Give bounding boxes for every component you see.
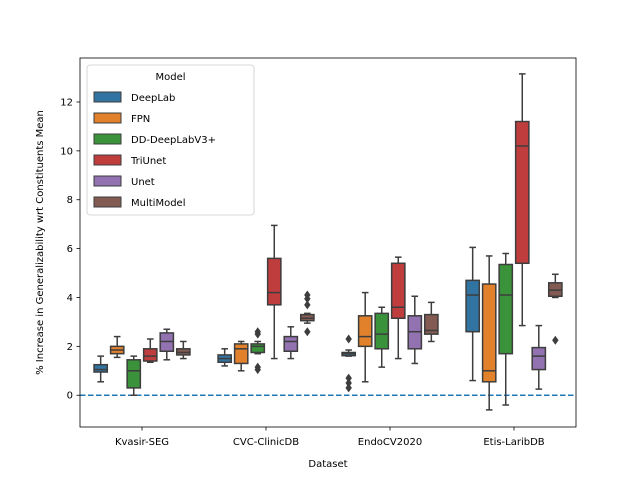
box-body bbox=[423, 313, 439, 335]
box-body bbox=[514, 120, 530, 265]
x-tick-label: Kvasir-SEG bbox=[115, 437, 169, 448]
box-deeplab bbox=[341, 334, 357, 393]
x-axis: Kvasir-SEG CVC-ClinicDB EndoCV2020 Etis-Lar… bbox=[115, 427, 545, 448]
box-body bbox=[374, 312, 390, 350]
box-dd-deeplabv3- bbox=[498, 252, 514, 406]
box-dd-deeplabv3- bbox=[126, 355, 142, 396]
legend-frame bbox=[86, 64, 255, 216]
legend: Model DeepLab FPN DD-DeepLabV3+ TriUnet Unet… bbox=[86, 64, 255, 216]
legend-swatch bbox=[93, 154, 122, 166]
outlier-point bbox=[254, 329, 261, 339]
box-unet bbox=[531, 324, 547, 390]
box-body bbox=[142, 348, 158, 362]
box-body bbox=[465, 279, 481, 333]
outlier-point bbox=[254, 365, 261, 375]
y-tick-label: 12 bbox=[60, 97, 73, 108]
legend-swatch bbox=[93, 196, 122, 208]
box-deeplab bbox=[465, 246, 481, 382]
box-fpn bbox=[357, 291, 373, 383]
x-tick-label: EndoCV2020 bbox=[358, 437, 422, 448]
box-body bbox=[233, 343, 249, 365]
x-axis-label: Dataset bbox=[308, 459, 347, 470]
box-body bbox=[250, 343, 266, 354]
outlier-point bbox=[304, 294, 311, 304]
legend-label: DeepLab bbox=[131, 93, 175, 104]
box-body bbox=[390, 262, 406, 320]
box-multimodel bbox=[299, 290, 315, 337]
outlier-point bbox=[345, 373, 352, 383]
legend-swatch bbox=[93, 175, 122, 187]
box-triunet bbox=[142, 338, 158, 363]
box-body bbox=[357, 315, 373, 348]
box-body bbox=[283, 335, 299, 352]
box-deeplab bbox=[217, 348, 233, 367]
x-tick-label: Etis-LaribDB bbox=[483, 437, 544, 448]
box-dd-deeplabv3- bbox=[250, 327, 266, 375]
box-body bbox=[93, 363, 109, 373]
legend-title: Model bbox=[155, 72, 185, 83]
box-multimodel bbox=[175, 340, 191, 360]
axes-frame bbox=[79, 57, 577, 428]
outlier-point bbox=[304, 300, 311, 310]
box-body bbox=[531, 346, 547, 371]
legend-label: FPN bbox=[131, 114, 150, 125]
box-body bbox=[481, 283, 497, 383]
y-tick-label: 4 bbox=[67, 293, 73, 304]
box-fpn bbox=[109, 335, 125, 359]
box-multimodel bbox=[547, 273, 563, 345]
y-tick-label: 10 bbox=[60, 146, 73, 157]
y-axis: 0 2 4 6 8 10 12 bbox=[60, 97, 80, 402]
box-fpn bbox=[233, 340, 249, 372]
x-tick-label: CVC-ClinicDB bbox=[233, 437, 299, 448]
y-tick-label: 8 bbox=[67, 195, 73, 206]
y-tick-label: 2 bbox=[67, 342, 73, 353]
box-fpn bbox=[481, 255, 497, 411]
y-tick-label: 0 bbox=[67, 391, 73, 402]
y-axis-label: % Increase in Generalizability wrt Const… bbox=[35, 110, 46, 375]
outlier-point bbox=[345, 383, 352, 393]
legend-swatch bbox=[93, 112, 122, 124]
box-unet bbox=[159, 328, 175, 361]
y-tick-label: 6 bbox=[67, 244, 73, 255]
outlier-point bbox=[304, 327, 311, 337]
box-body bbox=[266, 257, 282, 306]
box-dd-deeplabv3- bbox=[374, 306, 390, 368]
box-multimodel bbox=[423, 301, 439, 343]
box-unet bbox=[407, 295, 423, 365]
box-deeplab bbox=[93, 355, 109, 383]
box-body bbox=[498, 263, 514, 355]
legend-label: MultiModel bbox=[131, 198, 185, 209]
box-triunet bbox=[514, 73, 530, 327]
legend-swatch bbox=[93, 133, 122, 145]
box-body bbox=[126, 359, 142, 389]
plot-area bbox=[80, 73, 576, 411]
legend-label: DD-DeepLabV3+ bbox=[131, 135, 216, 146]
legend-label: Unet bbox=[131, 177, 155, 188]
box-triunet bbox=[266, 224, 282, 360]
outlier-point bbox=[345, 334, 352, 344]
outlier-point bbox=[552, 335, 559, 345]
outlier-point bbox=[345, 378, 352, 388]
legend-label: TriUnet bbox=[130, 156, 166, 167]
legend-swatch bbox=[93, 91, 122, 103]
box-unet bbox=[283, 326, 299, 360]
box-triunet bbox=[390, 256, 406, 360]
